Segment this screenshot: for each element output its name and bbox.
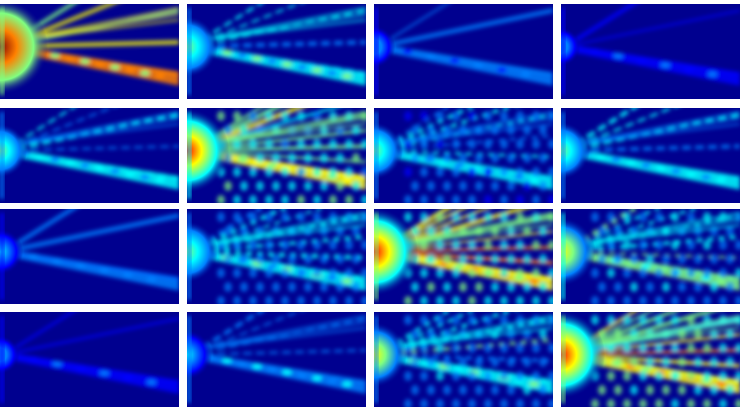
left-edge-strip bbox=[374, 8, 378, 95]
heatmap-panel bbox=[0, 312, 179, 407]
left-edge-strip bbox=[561, 112, 565, 199]
left-edge-strip bbox=[187, 8, 191, 95]
left-edge-strip bbox=[561, 8, 565, 95]
heatmap-image bbox=[0, 4, 179, 99]
heatmap-image bbox=[561, 4, 740, 99]
left-edge-strip bbox=[0, 316, 4, 403]
heatmap-image bbox=[0, 108, 179, 203]
heatmap-panel bbox=[561, 108, 740, 203]
heatmap-image bbox=[561, 108, 740, 203]
heatmap-panel bbox=[374, 4, 553, 99]
heatmap-image bbox=[561, 209, 740, 304]
heatmap-panel bbox=[374, 312, 553, 407]
heatmap-image bbox=[187, 108, 366, 203]
left-edge-strip bbox=[0, 8, 4, 95]
left-edge-strip bbox=[561, 316, 565, 403]
heatmap-image bbox=[374, 108, 553, 203]
heatmap-panel bbox=[0, 4, 179, 99]
heatmap-panel bbox=[374, 108, 553, 203]
left-edge-strip bbox=[0, 213, 4, 300]
left-edge-strip bbox=[561, 213, 565, 300]
heatmap-panel bbox=[561, 4, 740, 99]
heatmap-image bbox=[374, 4, 553, 99]
left-edge-strip bbox=[374, 316, 378, 403]
left-edge-strip bbox=[187, 112, 191, 199]
left-edge-strip bbox=[187, 213, 191, 300]
heatmap-panel bbox=[187, 312, 366, 407]
heatmap-panel bbox=[374, 209, 553, 304]
heatmap-panel bbox=[187, 4, 366, 99]
heatmap-image bbox=[374, 209, 553, 304]
heatmap-image bbox=[0, 312, 179, 407]
heatmap-panel bbox=[561, 312, 740, 407]
heatmap-image bbox=[374, 312, 553, 407]
heatmap-image bbox=[187, 209, 366, 304]
heatmap-panel bbox=[561, 209, 740, 304]
heatmap-panel bbox=[0, 108, 179, 203]
heatmap-image bbox=[561, 312, 740, 407]
heatmap-panel bbox=[187, 209, 366, 304]
heatmap-panel bbox=[187, 108, 366, 203]
left-edge-strip bbox=[187, 316, 191, 403]
heatmap-panel bbox=[0, 209, 179, 304]
heatmap-image bbox=[187, 4, 366, 99]
heatmap-image bbox=[0, 209, 179, 304]
left-edge-strip bbox=[374, 112, 378, 199]
left-edge-strip bbox=[0, 112, 4, 199]
heatmap-image bbox=[187, 312, 366, 407]
left-edge-strip bbox=[374, 213, 378, 300]
